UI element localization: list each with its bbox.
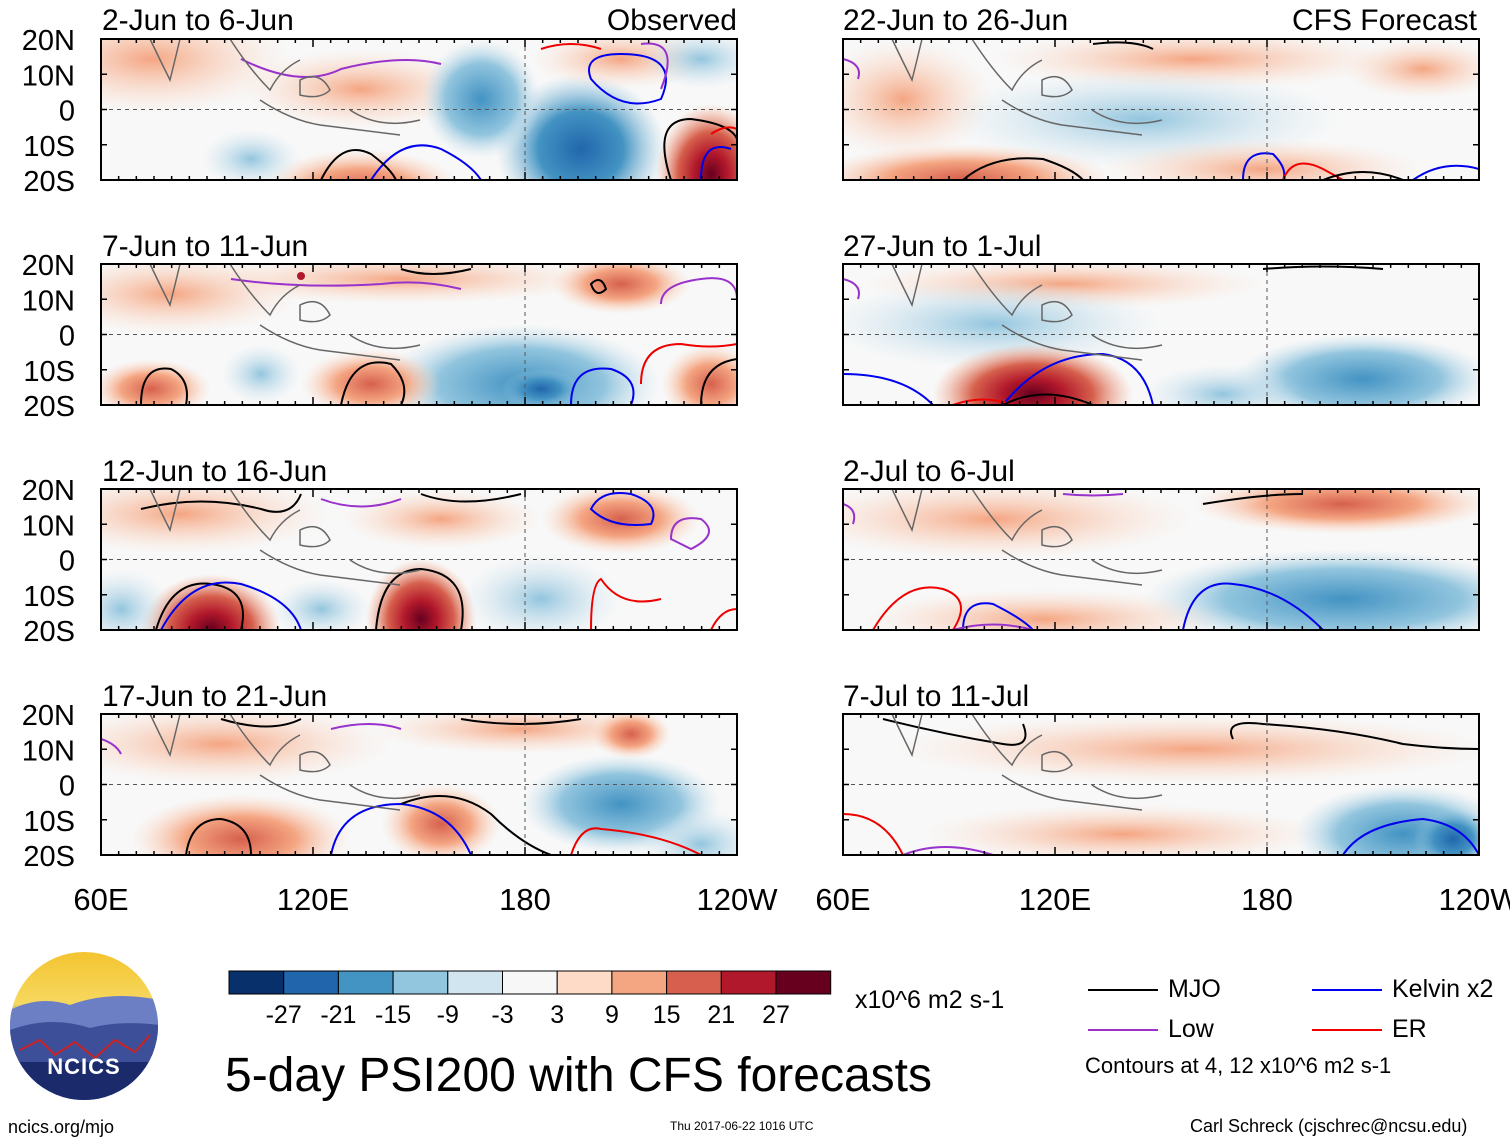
colorbar-segment bbox=[337, 970, 394, 995]
legend-item-er: ER bbox=[1312, 1015, 1427, 1044]
lat-label: 10S bbox=[23, 356, 75, 388]
legend-line-mjo bbox=[1088, 988, 1158, 991]
lon-label: 120W bbox=[697, 882, 779, 917]
colorbar-segment bbox=[283, 970, 339, 995]
lon-label: 60E bbox=[73, 882, 128, 917]
legend-label: Low bbox=[1168, 1015, 1214, 1043]
logo-text: NCICS bbox=[47, 1054, 121, 1079]
colorbar-tick-label: 15 bbox=[652, 1001, 681, 1029]
colorbar-segment bbox=[611, 970, 668, 995]
coastlines bbox=[149, 38, 1163, 811]
map-panel: 7-Jun to 11-Jun bbox=[101, 230, 737, 405]
footer-credit: Carl Schreck (cjschrec@ncsu.edu) bbox=[1190, 1116, 1468, 1136]
map-panel: 17-Jun to 21-Jun bbox=[101, 680, 737, 855]
lon-label: 120W bbox=[1439, 882, 1510, 917]
lat-label: 0 bbox=[59, 96, 75, 128]
colorbar-tick-label: -9 bbox=[436, 1001, 459, 1029]
lat-label: 0 bbox=[59, 321, 75, 353]
legend-item-kelvin: Kelvin x2 bbox=[1312, 975, 1493, 1004]
legend-item-low: Low bbox=[1088, 1015, 1214, 1044]
lat-label: 20S bbox=[23, 841, 75, 873]
map-panel: 2-Jul to 6-Jul bbox=[843, 455, 1479, 630]
lon-label: 60E bbox=[815, 882, 870, 917]
colorbar-segment bbox=[447, 970, 503, 995]
lon-label: 180 bbox=[499, 882, 551, 917]
colorbar-tick-label: -27 bbox=[265, 1001, 302, 1029]
colorbar-tick-label: -15 bbox=[375, 1001, 412, 1029]
colorbar-segment bbox=[666, 970, 722, 995]
lat-label: 20S bbox=[23, 616, 75, 648]
colorbar-units: x10^6 m2 s-1 bbox=[855, 986, 1005, 1014]
colorbar-tick-label: -21 bbox=[320, 1001, 357, 1029]
footer-link[interactable]: ncics.org/mjo bbox=[8, 1117, 115, 1137]
ncics-logo-text-box: NCICS bbox=[10, 952, 158, 1100]
lat-label: 20N bbox=[22, 700, 75, 732]
colorbar-segment bbox=[502, 970, 558, 995]
legend-label: MJO bbox=[1168, 975, 1221, 1003]
panel-date-label: 7-Jul to 11-Jul bbox=[843, 680, 1029, 713]
colorbar-segment bbox=[720, 970, 777, 995]
lat-label: 20N bbox=[22, 250, 75, 282]
lat-label: 10N bbox=[22, 735, 75, 767]
legend-line-kelvin bbox=[1312, 988, 1382, 991]
lat-label: 10N bbox=[22, 510, 75, 542]
footer-timestamp: Thu 2017-06-22 1016 UTC bbox=[670, 1119, 814, 1133]
lon-label: 120E bbox=[1019, 882, 1091, 917]
colorbar-tick-label: 21 bbox=[707, 1001, 736, 1029]
legend-label: ER bbox=[1392, 1015, 1427, 1043]
panel-date-label: 12-Jun to 16-Jun bbox=[102, 455, 327, 488]
panel-date-label: 27-Jun to 1-Jul bbox=[843, 230, 1041, 263]
colorbar-segment bbox=[392, 970, 449, 995]
colorbar-segment bbox=[228, 970, 285, 995]
lat-label: 0 bbox=[59, 546, 75, 578]
contour-note: Contours at 4, 12 x10^6 m2 s-1 bbox=[1085, 1053, 1392, 1078]
observed-label: Observed bbox=[607, 4, 737, 37]
colorbar-segment bbox=[556, 970, 613, 995]
map-frames: 20N10N010S20S20N10N010S20S20N10N010S20S2… bbox=[22, 25, 1480, 873]
panel-date-label: 2-Jun to 6-Jun bbox=[102, 4, 294, 37]
colorbar-segment bbox=[775, 970, 832, 995]
legend-line-er bbox=[1312, 1028, 1382, 1031]
colorbar bbox=[228, 970, 832, 995]
lat-label: 0 bbox=[59, 771, 75, 803]
legend-item-mjo: MJO bbox=[1088, 975, 1221, 1004]
lat-label: 10S bbox=[23, 806, 75, 838]
lat-label: 20S bbox=[23, 166, 75, 198]
panel-date-label: 17-Jun to 21-Jun bbox=[102, 680, 327, 713]
lat-label: 10N bbox=[22, 285, 75, 317]
ncics-logo bbox=[10, 952, 158, 1100]
panel-date-label: 7-Jun to 11-Jun bbox=[102, 230, 308, 263]
lat-label: 10N bbox=[22, 60, 75, 92]
lon-label: 120E bbox=[277, 882, 349, 917]
legend-label: Kelvin x2 bbox=[1392, 975, 1494, 1003]
lat-label: 20N bbox=[22, 25, 75, 57]
lon-axis-labels: 60E 120E 180 120W 60E 120E 180 120W bbox=[73, 882, 1510, 917]
lat-label: 10S bbox=[23, 581, 75, 613]
figure-title: 5-day PSI200 with CFS forecasts bbox=[225, 1049, 932, 1102]
lat-label: 20S bbox=[23, 391, 75, 423]
colorbar-tick-label: 3 bbox=[550, 1001, 565, 1029]
panel-date-label: 2-Jul to 6-Jul bbox=[843, 455, 1015, 488]
colorbar-tick-label: 9 bbox=[604, 1001, 619, 1029]
colorbar-tick-label: -3 bbox=[491, 1001, 514, 1029]
colorbar-tick-label: 27 bbox=[762, 1001, 790, 1029]
panel-date-label: 22-Jun to 26-Jun bbox=[843, 4, 1068, 37]
map-panel: 27-Jun to 1-Jul bbox=[843, 230, 1479, 405]
lat-label: 20N bbox=[22, 475, 75, 507]
lon-label: 180 bbox=[1241, 882, 1293, 917]
lat-label: 10S bbox=[23, 131, 75, 163]
map-panel: 7-Jul to 11-Jul bbox=[843, 680, 1479, 855]
forecast-label: CFS Forecast bbox=[1292, 4, 1478, 37]
legend-line-low bbox=[1088, 1028, 1158, 1031]
